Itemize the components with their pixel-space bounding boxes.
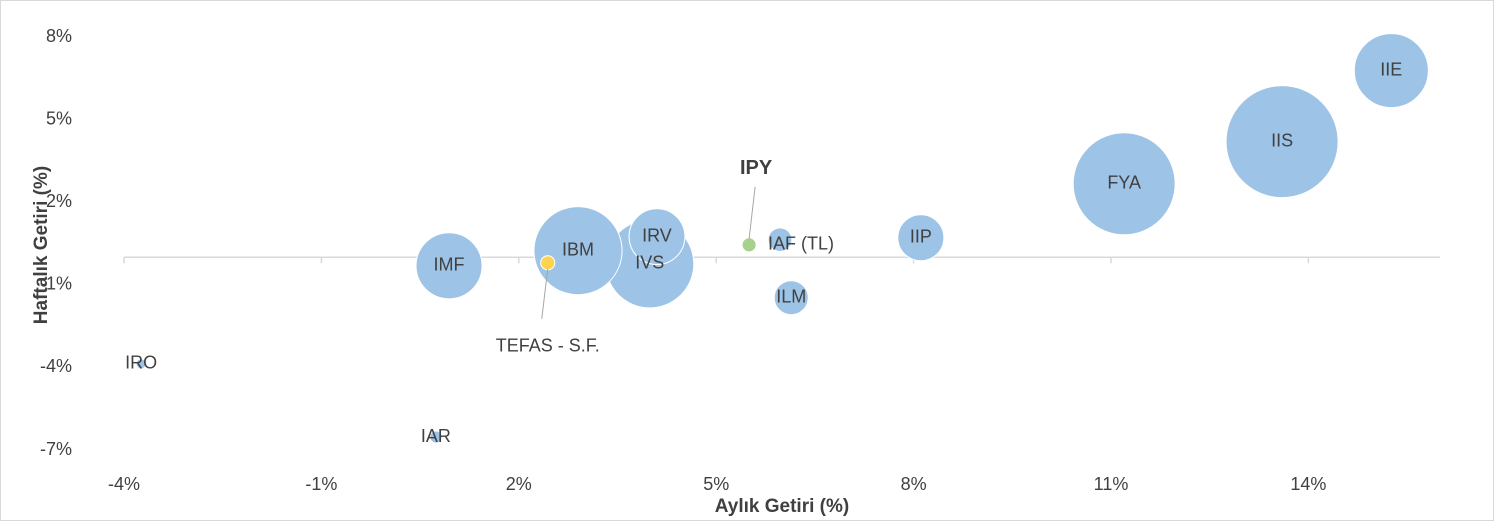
bubble-label: TEFAS - S.F.	[496, 336, 600, 356]
y-axis-title: Haftalık Getiri (%)	[31, 166, 52, 324]
x-tick-label: 2%	[506, 474, 532, 494]
bubble	[135, 358, 147, 370]
bubble-label: IBM	[562, 239, 594, 259]
leader-line	[541, 268, 549, 319]
bubble	[773, 280, 809, 316]
bubble	[1072, 132, 1176, 236]
bubble	[628, 208, 686, 266]
bubble	[415, 232, 483, 300]
bubble	[1353, 33, 1429, 109]
bubble-label: IAF (TL)	[768, 233, 834, 253]
bubble-label: IAR	[421, 426, 451, 446]
x-tick-label: 14%	[1290, 474, 1326, 494]
bubble-label: IPY	[740, 157, 773, 179]
bubble-label: IRO	[125, 353, 157, 373]
x-tick-label: 11%	[1094, 474, 1129, 494]
leader-line	[748, 186, 756, 239]
y-tick-label: -7%	[40, 439, 72, 459]
bubble-label: FYA	[1107, 173, 1141, 193]
bubble	[429, 430, 443, 444]
y-tick-label: -4%	[40, 356, 72, 376]
y-tick-label: 8%	[46, 26, 72, 46]
y-tick-label: 5%	[46, 108, 72, 128]
x-tick-label: 5%	[703, 474, 729, 494]
bubble-label: IVS	[635, 253, 664, 273]
bubble-label: IRV	[642, 225, 672, 245]
x-tick-label: 8%	[901, 474, 927, 494]
bubble	[897, 214, 945, 262]
x-tick-label: -1%	[305, 474, 337, 494]
bubble-label: ILM	[776, 286, 806, 306]
bubble	[540, 255, 556, 271]
bubble	[1225, 85, 1339, 199]
x-tick-label: -4%	[108, 474, 140, 494]
bubble	[767, 227, 793, 252]
bubble	[741, 237, 757, 253]
bubble-label: IIE	[1380, 59, 1402, 79]
x-axis-title: Aylık Getiri (%)	[715, 496, 849, 517]
bubble-label: IIP	[910, 226, 932, 246]
bubble-label: IMF	[434, 255, 465, 275]
y-tick-label: -1%	[40, 274, 72, 294]
bubble	[533, 206, 623, 296]
y-tick-label: 2%	[46, 191, 72, 211]
bubble-label: IIS	[1271, 130, 1293, 150]
